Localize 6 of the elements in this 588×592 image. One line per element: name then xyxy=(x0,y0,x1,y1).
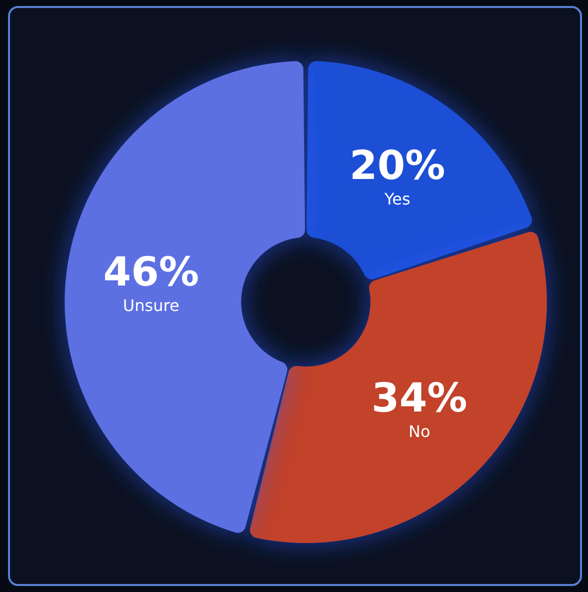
slice-label: No xyxy=(408,422,430,442)
slice-label: Unsure xyxy=(122,296,180,315)
slice-label: Yes xyxy=(383,189,410,208)
data-label: 34% xyxy=(372,376,468,422)
data-label: 46% xyxy=(103,249,199,296)
data-label: 20% xyxy=(350,142,446,189)
